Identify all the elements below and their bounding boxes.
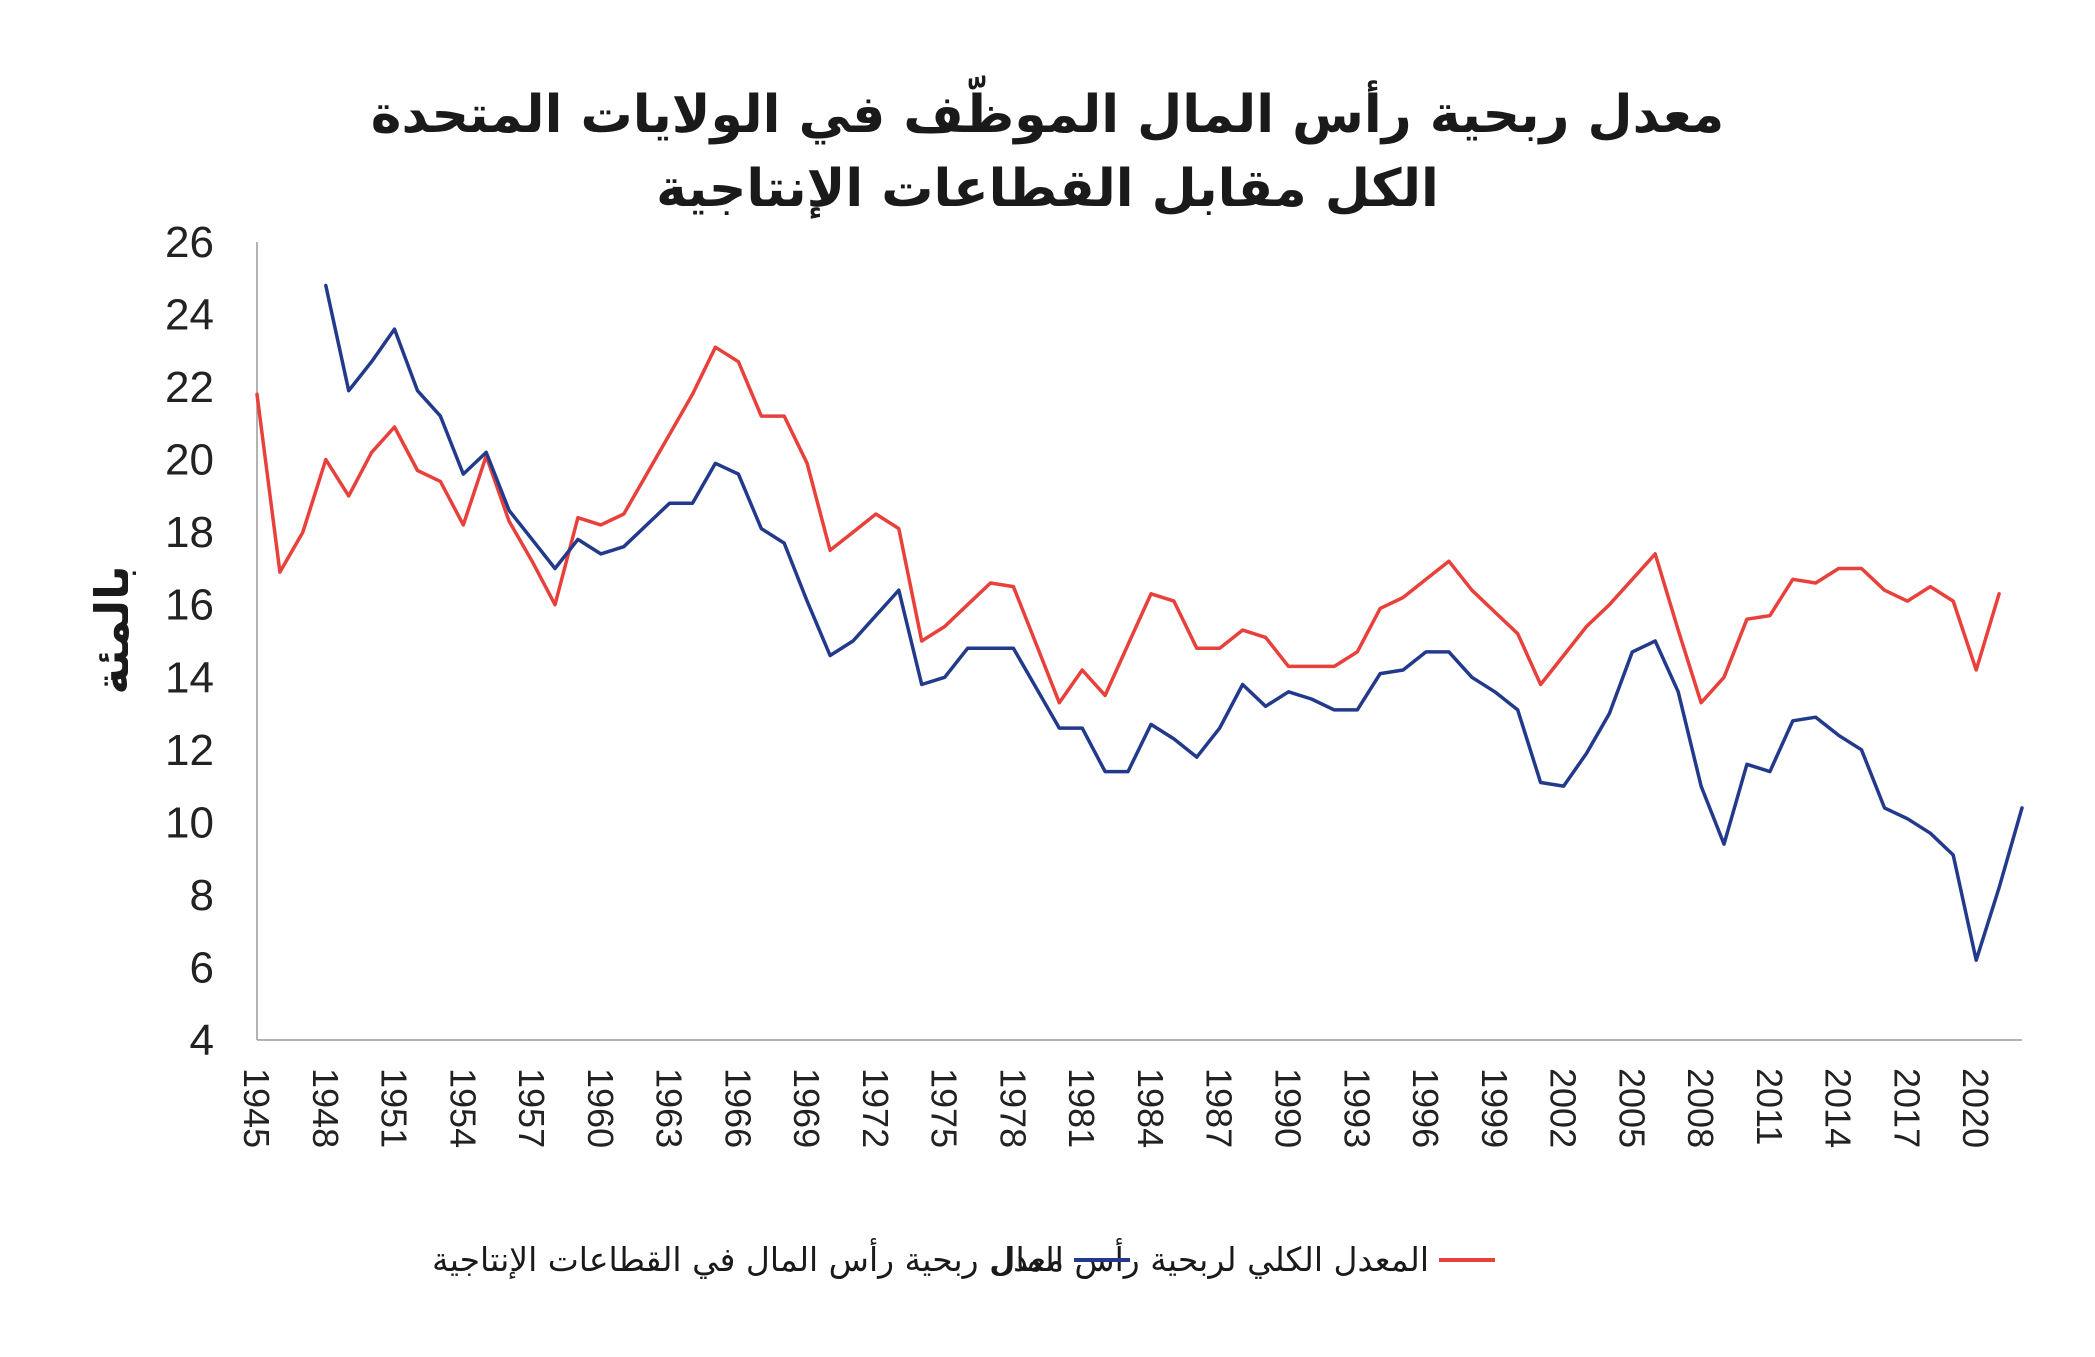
x-tick-label: 1948 [305,1068,346,1148]
x-tick-label: 1987 [1199,1068,1240,1148]
y-tick-label: 24 [165,291,214,340]
legend-item-productive: معدل ربحية رأس المال في القطاعات الإنتاج… [432,1240,1130,1279]
x-tick-label: 1999 [1474,1068,1515,1148]
x-tick-label: 1960 [580,1068,621,1148]
legend-label-total: المعدل الكلي لربحية رأس المال [991,1240,1429,1279]
x-tick-label: 1996 [1405,1068,1446,1148]
x-tick-label: 1966 [717,1068,758,1148]
x-tick-label: 1957 [511,1068,552,1148]
y-axis-label: بالمئة [85,565,139,694]
y-tick-label: 20 [165,436,214,485]
x-tick-label: 1993 [1336,1068,1377,1148]
y-tick-label: 8 [190,871,214,920]
x-tick-label: 2005 [1611,1068,1652,1148]
y-tick-label: 22 [165,363,214,412]
legend: المعدل الكلي لربحية رأس المال معدل ربحية… [0,1240,2095,1290]
chart-subtitle: الكل مقابل القطاعات الإنتاجية [656,159,1439,219]
legend-swatch-productive [1074,1257,1130,1262]
x-tick-label: 1963 [649,1068,690,1148]
legend-swatch-total [1439,1257,1495,1262]
series-line-productive [324,283,2024,962]
y-tick-label: 16 [165,581,214,630]
y-tick-label: 12 [165,726,214,775]
x-tick-label: 2014 [1818,1068,1859,1148]
x-tick-label: 1945 [236,1068,277,1148]
x-tick-label: 1951 [374,1068,415,1148]
x-tick-label: 1990 [1267,1068,1308,1148]
y-tick-label: 10 [165,798,214,847]
x-tick-label: 1975 [924,1068,965,1148]
x-tick-label: 1981 [1061,1068,1102,1148]
y-tick-label: 26 [165,218,214,267]
chart-title-block: معدل ربحية رأس المال الموظّف في الولايات… [0,78,2095,226]
y-tick-label: 14 [165,653,214,702]
series-line-total [255,345,2001,705]
chart-title: معدل ربحية رأس المال الموظّف في الولايات… [370,85,1725,145]
x-tick-label: 2008 [1680,1068,1721,1148]
x-tick-label: 1954 [442,1068,483,1148]
x-tick-label: 1972 [855,1068,896,1148]
x-tick-label: 1984 [1130,1068,1171,1148]
x-tick-label: 2011 [1749,1068,1790,1145]
x-tick-label: 1978 [992,1068,1033,1148]
x-tick-label: 2002 [1543,1068,1584,1148]
x-tick-label: 2017 [1886,1068,1927,1148]
legend-item-total: المعدل الكلي لربحية رأس المال [992,1240,1495,1279]
y-tick-label: 18 [165,508,214,557]
x-tick-label: 1969 [786,1068,827,1148]
y-tick-label: 6 [190,943,214,992]
legend-label-productive: معدل ربحية رأس المال في القطاعات الإنتاج… [432,1240,1064,1279]
y-tick-label: 4 [190,1016,214,1065]
x-tick-label: 2020 [1955,1068,1996,1148]
